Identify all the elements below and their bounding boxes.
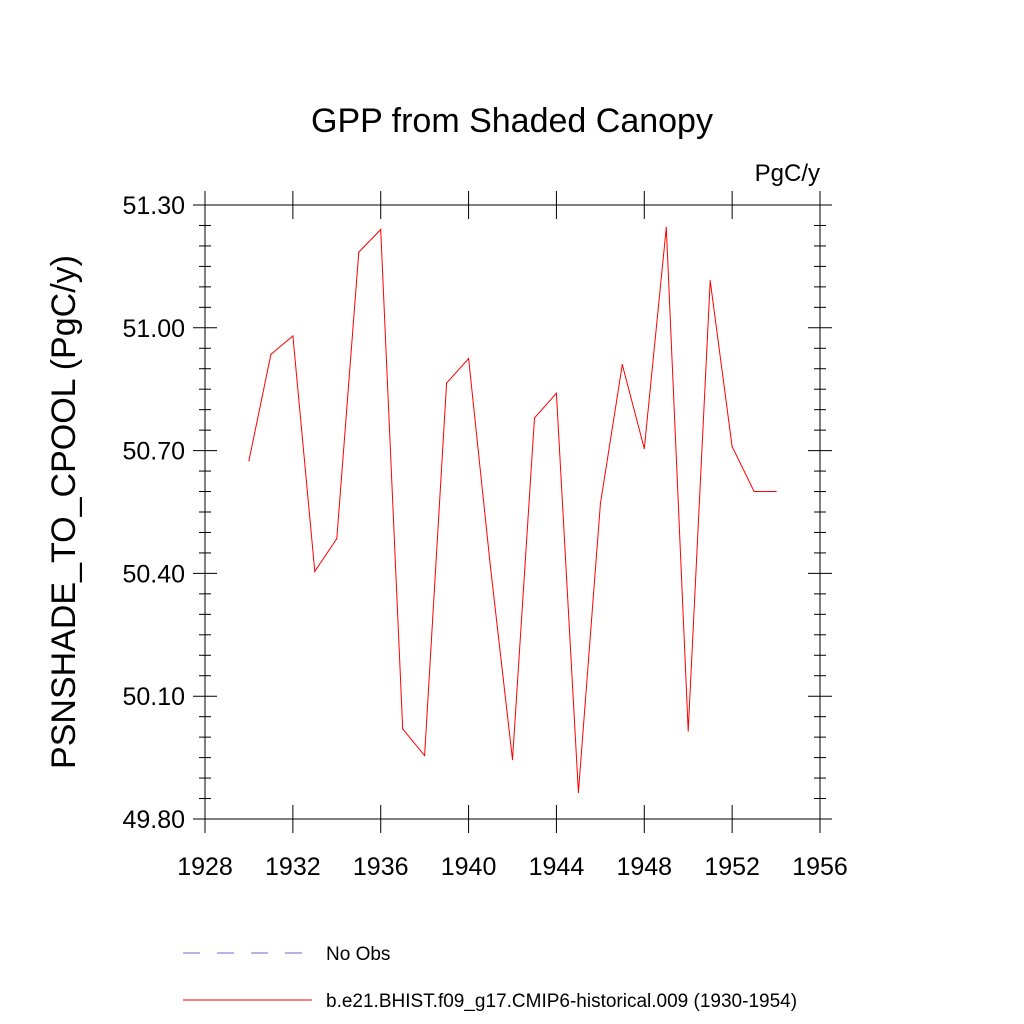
y-tick-label: 50.10 [122, 683, 185, 711]
x-tick-label: 1956 [792, 853, 848, 881]
data-point [424, 754, 426, 757]
x-tick-label: 1948 [616, 853, 672, 881]
y-tick-label: 49.80 [122, 806, 185, 834]
data-point [775, 490, 777, 493]
data-point [621, 364, 623, 366]
x-tick-label: 1936 [353, 853, 409, 881]
y-tick-label: 51.30 [122, 192, 185, 220]
data-point [489, 566, 492, 568]
axis-ticks [193, 191, 832, 833]
data-point [687, 730, 689, 732]
data-point [753, 490, 755, 493]
chart-title: GPP from Shaded Canopy [311, 102, 713, 140]
x-tick-label: 1940 [441, 853, 497, 881]
y-tick-labels: 49.80 50.10 50.40 50.70 51.00 51.30 [122, 192, 185, 834]
data-point [336, 538, 338, 540]
x-tick-label: 1932 [265, 853, 321, 881]
data-point [533, 417, 536, 419]
x-tick-label: 1928 [177, 853, 233, 881]
data-point [577, 791, 579, 793]
data-point [380, 228, 382, 231]
data-point [314, 570, 316, 572]
series-line [248, 227, 777, 793]
y-axis-label: PSNSHADE_TO_CPOOL (PgC/y) [45, 255, 83, 769]
data-point [665, 226, 667, 229]
data-point [292, 335, 294, 337]
series-lines [248, 226, 777, 793]
units-label: PgC/y [755, 160, 820, 187]
data-point [731, 445, 733, 448]
x-tick-label: 1944 [529, 853, 585, 881]
y-tick-label: 50.40 [122, 560, 185, 588]
data-point [358, 251, 360, 253]
legend-model-label: b.e21.BHIST.f09_g17.CMIP6-historical.009… [326, 991, 797, 1012]
data-point [270, 353, 272, 356]
data-point [511, 759, 514, 761]
data-point [248, 460, 250, 462]
y-tick-label: 51.00 [122, 315, 185, 343]
data-point [402, 728, 404, 730]
data-point [467, 357, 470, 360]
plot-frame [204, 204, 821, 820]
legend-no-obs-label: No Obs [326, 944, 390, 965]
data-point [599, 503, 601, 505]
data-point [709, 280, 711, 282]
x-tick-labels: 1928 1932 1936 1940 1944 1948 1952 1956 [177, 853, 848, 881]
x-tick-label: 1952 [704, 853, 760, 881]
data-point [446, 382, 448, 384]
data-point [643, 447, 645, 450]
data-point [555, 392, 558, 394]
y-tick-label: 50.70 [122, 438, 185, 466]
